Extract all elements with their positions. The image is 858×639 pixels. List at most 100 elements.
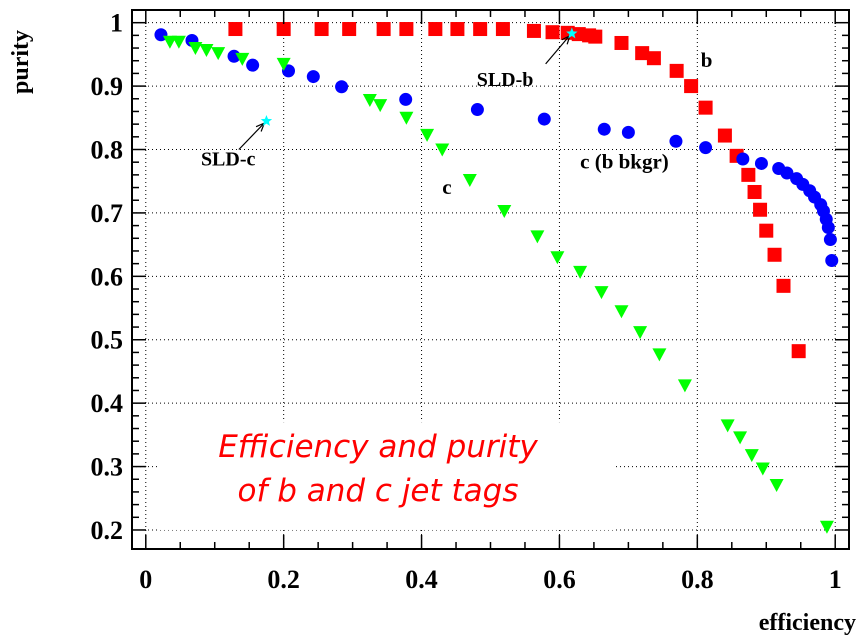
- marker-circle: [621, 125, 635, 139]
- marker-square: [526, 23, 541, 38]
- marker-square: [776, 278, 791, 293]
- marker-square: [741, 167, 756, 182]
- x-tick-label: 1: [829, 565, 842, 594]
- annotation-label: SLD-b: [477, 69, 534, 91]
- x-axis-title: efficiency: [759, 610, 856, 636]
- caption-line-1: Efficiency and purity: [218, 429, 538, 465]
- marker-square: [684, 79, 699, 94]
- marker-square: [635, 46, 650, 61]
- marker-triangle: [819, 520, 834, 534]
- marker-triangle: [199, 43, 214, 57]
- marker-triangle: [211, 47, 226, 61]
- sld-star-marker: [566, 27, 578, 39]
- marker-square: [495, 22, 510, 37]
- marker-triangle: [162, 35, 177, 49]
- series-label: c: [442, 175, 451, 199]
- series-label: b: [701, 48, 713, 72]
- x-tick-label: 0.2: [267, 565, 300, 594]
- marker-square: [669, 63, 684, 78]
- marker-circle: [754, 156, 768, 170]
- marker-circle: [780, 166, 794, 180]
- data-markers: [154, 22, 839, 534]
- marker-triangle: [677, 379, 692, 393]
- marker-triangle: [420, 128, 435, 142]
- y-tick-label: 1: [110, 9, 123, 38]
- sld-star-marker: [260, 114, 273, 126]
- series-labels: b c (b bkgr) c: [442, 48, 712, 199]
- marker-square: [767, 247, 782, 262]
- annotation-arrow-line: [545, 36, 570, 65]
- marker-square: [717, 128, 732, 143]
- marker-square: [646, 51, 661, 66]
- marker-square: [399, 22, 414, 37]
- marker-triangle: [769, 478, 784, 492]
- marker-triangle: [755, 462, 770, 476]
- marker-circle: [470, 103, 484, 117]
- marker-triangle: [497, 205, 512, 219]
- marker-triangle: [633, 326, 648, 340]
- marker-triangle: [720, 419, 735, 433]
- marker-circle: [399, 92, 413, 106]
- caption-background: [159, 422, 615, 530]
- marker-triangle: [235, 52, 250, 66]
- caption-line-2: of b and c jet tags: [237, 473, 518, 509]
- marker-square: [588, 29, 603, 44]
- annotations: SLD-c SLD-b: [201, 27, 578, 170]
- y-tick-label: 0.3: [91, 453, 124, 482]
- marker-circle: [736, 152, 750, 166]
- marker-circle: [699, 141, 713, 155]
- series-c-b-bkgr: [154, 28, 839, 267]
- y-tick-label: 0.8: [91, 136, 124, 165]
- marker-square: [342, 22, 357, 37]
- x-tick-label: 0: [139, 565, 152, 594]
- marker-square: [753, 202, 768, 217]
- x-tick-label: 0.8: [681, 565, 714, 594]
- caption-background-group: [159, 422, 615, 530]
- marker-triangle: [188, 42, 203, 56]
- marker-square: [791, 344, 806, 359]
- marker-square: [450, 22, 465, 37]
- marker-square: [428, 22, 443, 37]
- marker-circle: [335, 80, 349, 94]
- marker-square: [614, 35, 629, 50]
- marker-triangle: [530, 230, 545, 244]
- marker-triangle: [462, 173, 477, 187]
- marker-circle: [246, 58, 260, 72]
- y-tick-label: 0.6: [91, 262, 124, 291]
- marker-triangle: [594, 286, 609, 300]
- y-tick-label: 0.2: [91, 516, 124, 545]
- marker-square: [276, 22, 291, 37]
- marker-circle: [597, 122, 611, 136]
- marker-circle: [823, 233, 837, 247]
- y-tick-label: 0.4: [91, 389, 124, 418]
- x-tick-label: 0.4: [405, 565, 438, 594]
- series-label: c (b bkgr): [580, 150, 669, 174]
- marker-triangle: [362, 94, 377, 108]
- y-axis-title: purity: [8, 30, 34, 94]
- marker-triangle: [373, 99, 388, 113]
- marker-triangle: [614, 305, 629, 319]
- series-c: [162, 35, 834, 534]
- marker-circle: [821, 221, 835, 235]
- marker-square: [759, 223, 774, 238]
- marker-square: [376, 22, 391, 37]
- marker-circle: [669, 134, 683, 148]
- marker-square: [545, 25, 560, 40]
- marker-triangle: [652, 348, 667, 362]
- x-tick-label: 0.6: [543, 565, 576, 594]
- marker-square: [473, 22, 488, 37]
- marker-triangle: [171, 35, 186, 49]
- marker-square: [314, 22, 329, 37]
- marker-triangle: [435, 143, 450, 157]
- marker-triangle: [573, 265, 588, 279]
- y-tick-label: 0.5: [91, 326, 124, 355]
- marker-triangle: [744, 449, 759, 463]
- marker-square: [698, 100, 713, 115]
- y-tick-label: 0.9: [91, 72, 124, 101]
- tick-labels: 0 0.2 0.4 0.6 0.8 1 0.2 0.3 0.4 0.5 0.6 0.7 0.8 0.9 1: [91, 9, 842, 594]
- annotation-arrow-line: [238, 123, 264, 150]
- annotation-label: SLD-c: [201, 148, 256, 170]
- marker-triangle: [399, 111, 414, 125]
